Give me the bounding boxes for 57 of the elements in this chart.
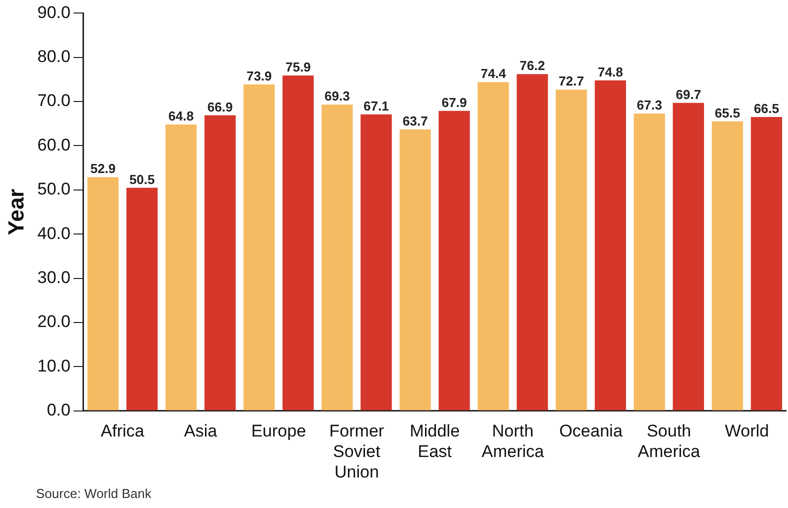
y-tick-label: 60.0	[37, 135, 70, 154]
x-tick-label: North America	[482, 422, 545, 462]
x-tick-label: Africa	[100, 422, 145, 441]
data-label: 72.7	[558, 74, 584, 89]
bar	[634, 113, 666, 410]
bar	[516, 74, 548, 410]
bar	[672, 102, 704, 410]
bar	[322, 104, 353, 410]
y-tick-label: 30.0	[37, 268, 70, 287]
y-tick-label: 80.0	[37, 47, 70, 66]
y-tick-label: 10.0	[37, 356, 70, 376]
x-tick-label: Europe	[251, 422, 306, 441]
data-label: 69.7	[676, 86, 702, 102]
bar	[165, 124, 197, 410]
bar	[87, 177, 119, 410]
data-label: 67.1	[364, 98, 389, 114]
bar	[594, 80, 626, 410]
data-label: 67.3	[636, 98, 662, 113]
bar	[712, 121, 744, 410]
y-tick-label: 40.0	[37, 224, 70, 243]
data-label: 64.8	[168, 108, 194, 124]
bar	[478, 82, 509, 410]
data-label: 66.5	[754, 101, 780, 116]
y-tick-label: 20.0	[37, 312, 70, 332]
source-note: Source: World Bank	[35, 486, 152, 501]
x-tick-label: World	[724, 422, 770, 441]
data-label: 74.4	[480, 66, 507, 82]
bar	[400, 129, 431, 410]
x-tick-label: Middle East	[410, 422, 460, 462]
bar	[750, 117, 782, 410]
data-label: 50.5	[129, 172, 155, 187]
data-label: 74.8	[598, 64, 624, 80]
data-label: 76.2	[520, 58, 545, 74]
bar	[126, 188, 158, 410]
bar	[244, 84, 275, 410]
y-tick-label: 0.0	[46, 400, 70, 420]
data-label: 66.9	[207, 99, 233, 114]
bar	[556, 90, 587, 410]
x-tick-label: Asia	[184, 422, 218, 441]
x-tick-label: South America	[638, 422, 701, 462]
y-axis-title: Year	[3, 188, 28, 236]
data-label: 65.5	[714, 106, 740, 121]
bar	[282, 75, 314, 410]
data-label: 69.3	[324, 88, 350, 104]
bar	[360, 114, 392, 410]
x-tick-label: Oceania	[559, 422, 624, 441]
x-tick-label: Former Soviet Union	[329, 422, 384, 482]
data-label: 73.9	[246, 68, 272, 84]
data-label: 67.9	[442, 94, 467, 110]
y-tick-label: 70.0	[37, 91, 70, 110]
bar	[204, 115, 236, 410]
y-tick-label: 50.0	[37, 180, 70, 199]
data-label: 63.7	[402, 113, 428, 128]
data-label: 75.9	[285, 60, 311, 75]
bar	[438, 110, 470, 410]
y-tick-label: 90.0	[37, 2, 70, 22]
data-label: 52.9	[90, 161, 116, 176]
